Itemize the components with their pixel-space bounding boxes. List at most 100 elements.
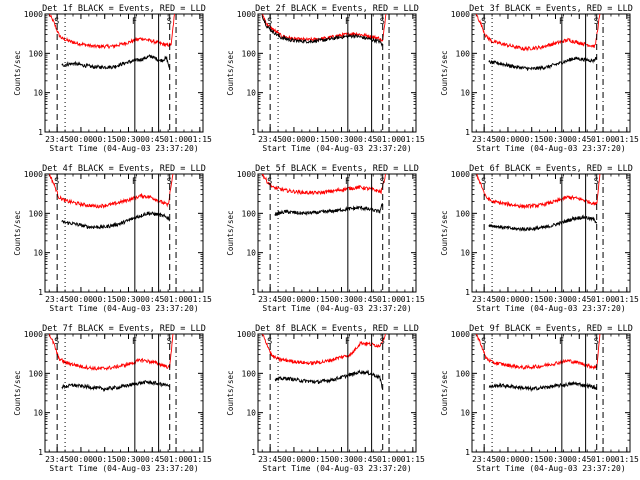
event-marker-label: F xyxy=(132,17,137,27)
x-axis-label: Start Time (04-Aug-03 23:37:20) xyxy=(49,144,198,153)
panel-title: Det 6f BLACK = Events, RED = LLD xyxy=(469,164,633,174)
x-tick-label: 01:15 xyxy=(188,295,212,304)
x-tick-label: 01:00 xyxy=(164,455,188,464)
y-tick-label: 1 xyxy=(38,288,43,297)
x-tick-label: 00:15 xyxy=(93,295,117,304)
x-tick-label: 00:30 xyxy=(329,455,353,464)
x-tick-label: 23:45 xyxy=(472,135,496,144)
x-tick-label: 00:15 xyxy=(306,135,330,144)
plot-frame xyxy=(471,13,631,133)
series-line xyxy=(274,202,383,216)
y-tick-label: 1 xyxy=(38,448,43,457)
x-tick-label: 23:45 xyxy=(472,295,496,304)
panel-title: Det 5f BLACK = Events, RED = LLD xyxy=(255,164,419,174)
series-line xyxy=(476,174,601,210)
x-tick-label: 01:00 xyxy=(377,455,401,464)
x-tick-label: 01:00 xyxy=(377,295,401,304)
detector-panel: Det 4f BLACK = Events, RED = LLD 1 10 100 10… xyxy=(13,164,212,313)
y-axis-label: Counts/sec xyxy=(440,370,449,415)
event-marker-label: F xyxy=(559,337,564,347)
y-tick-label: 100 xyxy=(242,49,257,58)
x-tick-label: 23:45 xyxy=(472,455,496,464)
x-tick-label: 00:00 xyxy=(282,455,306,464)
y-tick-label: 1000 xyxy=(24,170,43,179)
y-tick-label: 10 xyxy=(33,249,43,258)
x-axis-label: Start Time (04-Aug-03 23:37:20) xyxy=(262,144,411,153)
x-tick-label: 00:45 xyxy=(567,455,591,464)
y-tick-label: 1 xyxy=(465,128,470,137)
event-marker-label: S xyxy=(380,17,385,27)
series-line xyxy=(488,214,598,232)
plot-frame xyxy=(471,333,631,453)
event-marker-label: S xyxy=(380,177,385,187)
series-line xyxy=(262,14,387,43)
detector-panel: Det 8f BLACK = Events, RED = LLD 1 10 100 10… xyxy=(226,324,425,473)
y-tick-label: 1000 xyxy=(24,10,43,19)
x-tick-label: 00:00 xyxy=(496,135,520,144)
event-marker-label: S xyxy=(481,337,486,347)
detector-panel: Det 2f BLACK = Events, RED = LLD 1 10 100 10… xyxy=(226,4,425,153)
y-tick-label: 1 xyxy=(251,448,256,457)
event-marker-label: S xyxy=(54,337,59,347)
x-tick-label: 01:15 xyxy=(401,455,425,464)
x-tick-label: 01:15 xyxy=(615,295,639,304)
x-tick-label: 01:15 xyxy=(401,295,425,304)
y-tick-label: 1 xyxy=(251,128,256,137)
y-tick-label: 1 xyxy=(38,128,43,137)
event-marker-label: F xyxy=(345,17,350,27)
x-axis-label: Start Time (04-Aug-03 23:37:20) xyxy=(476,304,625,313)
x-axis-label: Start Time (04-Aug-03 23:37:20) xyxy=(476,144,625,153)
x-axis-label: Start Time (04-Aug-03 23:37:20) xyxy=(476,464,625,473)
y-tick-label: 100 xyxy=(29,369,44,378)
x-tick-label: 00:15 xyxy=(520,295,544,304)
event-marker-label: F xyxy=(345,337,350,347)
event-marker-label: S xyxy=(481,177,486,187)
y-tick-label: 1000 xyxy=(24,330,43,339)
y-axis-label: Counts/sec xyxy=(226,210,235,255)
x-tick-label: 01:00 xyxy=(591,135,615,144)
y-axis-label: Counts/sec xyxy=(13,50,22,95)
series-line xyxy=(262,334,387,366)
y-tick-label: 1000 xyxy=(237,330,256,339)
x-tick-label: 00:00 xyxy=(496,295,520,304)
y-tick-label: 1000 xyxy=(451,330,470,339)
x-tick-label: 23:45 xyxy=(258,135,282,144)
x-tick-label: 01:15 xyxy=(188,135,212,144)
series-line xyxy=(48,334,174,371)
x-tick-label: 00:45 xyxy=(567,135,591,144)
x-axis-label: Start Time (04-Aug-03 23:37:20) xyxy=(262,304,411,313)
x-tick-label: 01:15 xyxy=(615,455,639,464)
y-tick-label: 1000 xyxy=(451,170,470,179)
event-marker-label: S xyxy=(54,177,59,187)
plot-frame xyxy=(44,173,204,293)
x-tick-label: 00:30 xyxy=(116,135,140,144)
x-tick-label: 00:30 xyxy=(116,455,140,464)
x-tick-label: 00:00 xyxy=(282,295,306,304)
plot-frame xyxy=(257,173,417,293)
x-tick-label: 23:45 xyxy=(258,295,282,304)
event-marker-label: S xyxy=(54,17,59,27)
x-tick-label: 00:30 xyxy=(329,135,353,144)
x-tick-label: 01:00 xyxy=(377,135,401,144)
y-tick-label: 10 xyxy=(460,409,470,418)
panel-title: Det 7f BLACK = Events, RED = LLD xyxy=(42,324,206,334)
panel-title: Det 1f BLACK = Events, RED = LLD xyxy=(42,4,206,14)
y-tick-label: 10 xyxy=(246,89,256,98)
y-tick-label: 10 xyxy=(460,249,470,258)
panel-title: Det 9f BLACK = Events, RED = LLD xyxy=(469,324,633,334)
x-tick-label: 23:45 xyxy=(45,135,69,144)
series-line xyxy=(49,174,174,210)
x-tick-label: 00:45 xyxy=(140,455,164,464)
series-line xyxy=(488,380,598,393)
x-tick-label: 00:30 xyxy=(543,455,567,464)
panel-title: Det 8f BLACK = Events, RED = LLD xyxy=(255,324,419,334)
y-tick-label: 100 xyxy=(456,209,471,218)
x-tick-label: 00:00 xyxy=(69,295,93,304)
y-tick-label: 10 xyxy=(460,89,470,98)
series-line xyxy=(48,14,175,50)
event-marker-label: F xyxy=(132,177,137,187)
y-tick-label: 1 xyxy=(251,288,256,297)
event-marker-label: S xyxy=(267,177,272,187)
x-tick-label: 00:45 xyxy=(567,295,591,304)
